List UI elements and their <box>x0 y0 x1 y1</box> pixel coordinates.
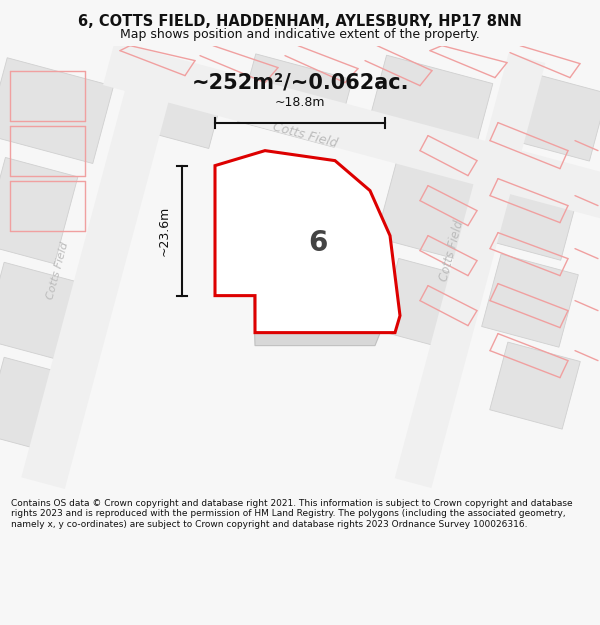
Text: Contains OS data © Crown copyright and database right 2021. This information is : Contains OS data © Crown copyright and d… <box>11 499 572 529</box>
Text: ~18.8m: ~18.8m <box>275 96 325 109</box>
Polygon shape <box>122 52 228 149</box>
Polygon shape <box>367 55 493 156</box>
Text: 6: 6 <box>308 229 328 257</box>
Polygon shape <box>0 262 77 359</box>
Text: Cotts Field: Cotts Field <box>271 121 339 151</box>
Polygon shape <box>479 161 581 260</box>
Polygon shape <box>215 151 400 332</box>
Polygon shape <box>252 171 385 346</box>
Text: Map shows position and indicative extent of the property.: Map shows position and indicative extent… <box>120 28 480 41</box>
Polygon shape <box>376 161 484 261</box>
Polygon shape <box>0 357 77 454</box>
Polygon shape <box>0 158 78 264</box>
Text: ~23.6m: ~23.6m <box>157 206 170 256</box>
Polygon shape <box>490 342 580 429</box>
Polygon shape <box>0 58 113 164</box>
Polygon shape <box>22 52 179 489</box>
Text: 6, COTTS FIELD, HADDENHAM, AYLESBURY, HP17 8NN: 6, COTTS FIELD, HADDENHAM, AYLESBURY, HP… <box>78 14 522 29</box>
Polygon shape <box>103 42 600 219</box>
Polygon shape <box>395 53 545 488</box>
Polygon shape <box>379 258 481 353</box>
Polygon shape <box>482 254 578 348</box>
Text: Cotts Field: Cotts Field <box>437 219 466 282</box>
Text: Cotts Field: Cotts Field <box>46 241 70 301</box>
Text: ~252m²/~0.062ac.: ~252m²/~0.062ac. <box>191 72 409 92</box>
Polygon shape <box>502 70 600 161</box>
Polygon shape <box>238 54 352 148</box>
